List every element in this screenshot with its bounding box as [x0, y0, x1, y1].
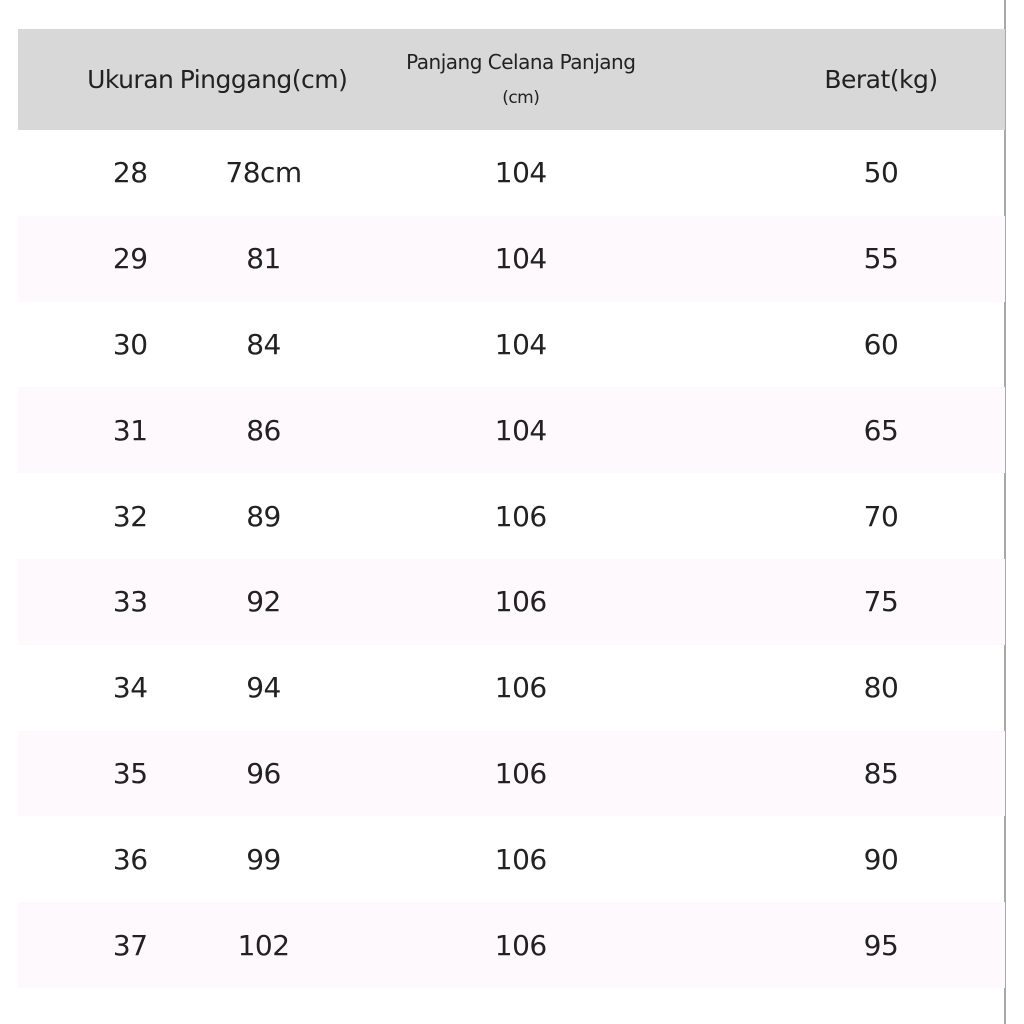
cell-berat: 80 [863, 671, 899, 705]
header-panjang-line1: Panjang Celana Panjang [406, 49, 636, 74]
cell-panjang: 106 [494, 756, 547, 790]
table-row: 34 94 106 80 [18, 645, 1005, 731]
cell-berat: 50 [863, 156, 899, 190]
cell-ukuran: 32 [112, 499, 148, 533]
cell-panjang: 106 [494, 671, 547, 705]
header-berat: Berat(kg) [824, 65, 938, 94]
size-chart-table: Ukuran Pinggang(cm) Panjang Celana Panja… [18, 29, 1005, 988]
table-body: 28 78cm 104 50 29 81 104 55 30 84 104 60 31 86 104 65 32… [18, 130, 1005, 988]
cell-pinggang: 86 [246, 413, 281, 447]
header-pinggang: Pinggang(cm) [179, 65, 348, 94]
cell-pinggang: 102 [237, 928, 290, 962]
cell-berat: 95 [863, 928, 899, 962]
table-row: 33 92 106 75 [18, 558, 1005, 645]
cell-pinggang: 78cm [225, 156, 302, 190]
table-row: 35 96 106 85 [18, 730, 1005, 817]
table-row: 30 84 104 60 [18, 302, 1005, 388]
header-panjang-celana: Panjang Celana Panjang (cm) [278, 44, 764, 116]
cell-pinggang: 89 [246, 499, 281, 533]
table-row: 28 78cm 104 50 [18, 130, 1005, 216]
cell-pinggang: 99 [246, 842, 281, 876]
cell-berat: 90 [863, 842, 899, 876]
cell-panjang: 104 [494, 413, 547, 447]
cell-berat: 70 [863, 499, 899, 533]
cell-pinggang: 92 [246, 585, 281, 619]
table-row: 36 99 106 90 [18, 816, 1005, 902]
cell-ukuran: 30 [112, 327, 148, 361]
header-panjang-line2: (cm) [502, 87, 540, 108]
cell-ukuran: 37 [112, 928, 148, 962]
cell-berat: 65 [863, 413, 899, 447]
cell-ukuran: 28 [112, 156, 148, 190]
cell-berat: 85 [863, 756, 899, 790]
cell-pinggang: 94 [246, 671, 281, 705]
cell-panjang: 106 [494, 928, 547, 962]
table-row: 32 89 106 70 [18, 473, 1005, 559]
cell-ukuran: 29 [112, 242, 148, 276]
cell-panjang: 104 [494, 327, 547, 361]
cell-panjang: 104 [494, 156, 547, 190]
cell-ukuran: 34 [112, 671, 148, 705]
table-header: Ukuran Pinggang(cm) Panjang Celana Panja… [18, 29, 1005, 130]
table-row: 29 81 104 55 [18, 215, 1005, 302]
cell-pinggang: 96 [246, 756, 281, 790]
table-row: 31 86 104 65 [18, 387, 1005, 474]
cell-panjang: 106 [494, 585, 547, 619]
cell-berat: 60 [863, 327, 899, 361]
cell-ukuran: 31 [112, 413, 148, 447]
cell-panjang: 106 [494, 842, 547, 876]
cell-pinggang: 81 [246, 242, 281, 276]
cell-panjang: 104 [494, 242, 547, 276]
cell-berat: 75 [863, 585, 899, 619]
cell-ukuran: 36 [112, 842, 148, 876]
cell-pinggang: 84 [246, 327, 281, 361]
cell-panjang: 106 [494, 499, 547, 533]
table-row: 37 102 106 95 [18, 902, 1005, 988]
right-divider [1004, 0, 1006, 1024]
cell-ukuran: 35 [112, 756, 148, 790]
header-ukuran: Ukuran [87, 65, 174, 94]
cell-ukuran: 33 [112, 585, 148, 619]
cell-berat: 55 [863, 242, 899, 276]
